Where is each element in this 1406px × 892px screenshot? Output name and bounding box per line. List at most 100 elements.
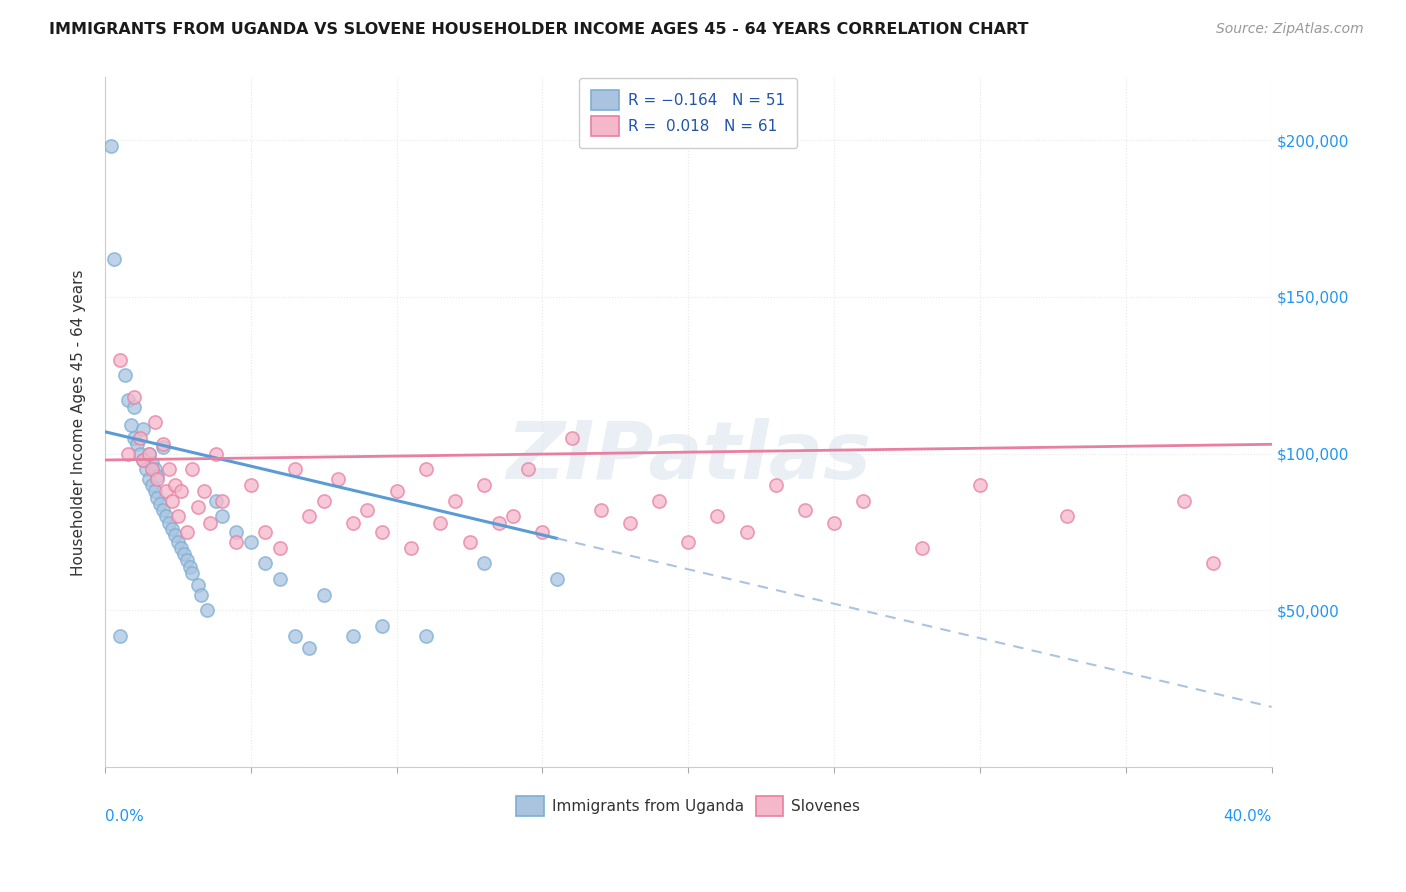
- Point: [502, 509, 524, 524]
- Point: [342, 629, 364, 643]
- Point: [141, 462, 163, 476]
- Point: [619, 516, 641, 530]
- Point: [1056, 509, 1078, 524]
- Point: [910, 541, 932, 555]
- Point: [204, 493, 226, 508]
- Point: [125, 437, 148, 451]
- Point: [312, 588, 335, 602]
- Point: [1173, 493, 1195, 508]
- Point: [117, 393, 139, 408]
- Point: [298, 641, 321, 656]
- Point: [117, 447, 139, 461]
- Legend: Immigrants from Uganda, Slovenes: Immigrants from Uganda, Slovenes: [510, 789, 866, 822]
- Point: [155, 509, 177, 524]
- Point: [167, 509, 190, 524]
- Point: [157, 462, 180, 476]
- Point: [488, 516, 510, 530]
- Point: [167, 534, 190, 549]
- Point: [472, 557, 495, 571]
- Point: [312, 493, 335, 508]
- Point: [225, 534, 247, 549]
- Point: [794, 503, 817, 517]
- Point: [152, 437, 174, 451]
- Point: [516, 462, 538, 476]
- Point: [415, 462, 437, 476]
- Point: [284, 629, 307, 643]
- Point: [444, 493, 467, 508]
- Point: [138, 447, 160, 461]
- Point: [170, 484, 193, 499]
- Point: [458, 534, 481, 549]
- Point: [108, 629, 131, 643]
- Text: ZIPatlas: ZIPatlas: [506, 417, 870, 496]
- Point: [415, 629, 437, 643]
- Point: [284, 462, 307, 476]
- Point: [143, 484, 166, 499]
- Point: [179, 559, 201, 574]
- Point: [160, 522, 183, 536]
- Point: [211, 493, 233, 508]
- Point: [735, 525, 758, 540]
- Point: [122, 400, 145, 414]
- Point: [146, 491, 169, 505]
- Point: [429, 516, 451, 530]
- Text: 40.0%: 40.0%: [1223, 809, 1271, 823]
- Point: [138, 472, 160, 486]
- Point: [1202, 557, 1225, 571]
- Point: [132, 422, 155, 436]
- Point: [122, 390, 145, 404]
- Point: [269, 572, 291, 586]
- Point: [157, 516, 180, 530]
- Point: [176, 525, 198, 540]
- Point: [193, 484, 215, 499]
- Point: [195, 603, 218, 617]
- Point: [138, 447, 160, 461]
- Point: [170, 541, 193, 555]
- Point: [648, 493, 671, 508]
- Point: [187, 500, 209, 514]
- Point: [135, 462, 157, 476]
- Point: [146, 472, 169, 486]
- Point: [561, 431, 583, 445]
- Point: [152, 503, 174, 517]
- Point: [204, 447, 226, 461]
- Point: [181, 462, 204, 476]
- Point: [823, 516, 845, 530]
- Point: [155, 484, 177, 499]
- Point: [225, 525, 247, 540]
- Text: IMMIGRANTS FROM UGANDA VS SLOVENE HOUSEHOLDER INCOME AGES 45 - 64 YEARS CORRELAT: IMMIGRANTS FROM UGANDA VS SLOVENE HOUSEH…: [49, 22, 1029, 37]
- Point: [181, 566, 204, 580]
- Y-axis label: Householder Income Ages 45 - 64 years: Householder Income Ages 45 - 64 years: [72, 269, 86, 575]
- Point: [190, 588, 212, 602]
- Text: Source: ZipAtlas.com: Source: ZipAtlas.com: [1216, 22, 1364, 37]
- Point: [143, 415, 166, 429]
- Point: [254, 525, 277, 540]
- Point: [211, 509, 233, 524]
- Point: [342, 516, 364, 530]
- Point: [160, 493, 183, 508]
- Point: [132, 453, 155, 467]
- Point: [141, 478, 163, 492]
- Point: [143, 462, 166, 476]
- Point: [356, 503, 378, 517]
- Point: [385, 484, 408, 499]
- Point: [546, 572, 568, 586]
- Point: [120, 418, 142, 433]
- Point: [132, 453, 155, 467]
- Point: [163, 478, 186, 492]
- Point: [254, 557, 277, 571]
- Point: [176, 553, 198, 567]
- Point: [298, 509, 321, 524]
- Point: [114, 368, 136, 383]
- Point: [122, 431, 145, 445]
- Point: [100, 139, 122, 153]
- Point: [328, 472, 350, 486]
- Point: [531, 525, 554, 540]
- Point: [187, 578, 209, 592]
- Point: [198, 516, 221, 530]
- Point: [103, 252, 125, 267]
- Point: [678, 534, 700, 549]
- Point: [765, 478, 787, 492]
- Point: [141, 456, 163, 470]
- Point: [146, 468, 169, 483]
